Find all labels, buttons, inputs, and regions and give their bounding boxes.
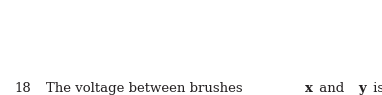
Text: x: x xyxy=(305,82,313,95)
Text: and: and xyxy=(316,82,349,95)
Text: The voltage between brushes: The voltage between brushes xyxy=(46,82,247,95)
Text: is: is xyxy=(369,82,382,95)
Text: 18: 18 xyxy=(14,82,31,95)
Text: y: y xyxy=(359,82,366,95)
